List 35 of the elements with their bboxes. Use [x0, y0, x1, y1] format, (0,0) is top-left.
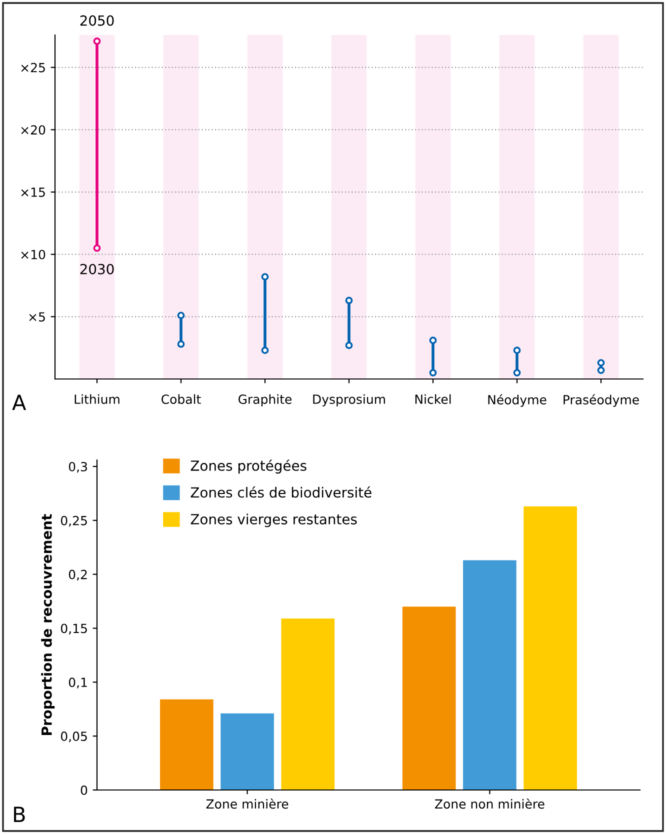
x-tick-label: Dysprosium	[313, 394, 385, 406]
bar	[220, 713, 274, 790]
x-tick-label: Zone non minière	[434, 798, 544, 809]
x-tick-label: Zone minière	[206, 798, 288, 809]
y-tick-label: 0,2	[68, 570, 87, 581]
legend-label: Zones vierges restantes	[190, 514, 357, 528]
x-tick-label: Cobalt	[162, 394, 201, 404]
y-tick-label: ×25	[21, 62, 45, 72]
y-tick-label: 0,25	[60, 516, 87, 527]
y-axis-title: Proportion de recouvrement	[41, 514, 55, 735]
text: B	[14, 806, 25, 822]
y-tick-label: ×10	[21, 250, 46, 260]
y-tick-label: 0,3	[68, 462, 87, 473]
bar	[463, 560, 516, 790]
x-tick-label: Praséodyme	[564, 394, 639, 407]
annotation: 2050	[80, 15, 114, 26]
x-tick-label: Nickel	[415, 394, 451, 404]
legend-label: Zones protégées	[190, 460, 306, 474]
x-tick-label: Néodyme	[488, 394, 546, 407]
y-tick-label: ×20	[21, 125, 46, 135]
y-tick-label: 0,05	[60, 732, 87, 742]
y-tick-label: 0,15	[60, 624, 87, 634]
legend-label: Zones clés de biodiversité	[190, 486, 372, 498]
y-tick-label: ×15	[21, 188, 45, 197]
y-tick-label: ×5	[29, 312, 45, 322]
bar	[281, 618, 335, 790]
y-tick-label: 0	[80, 785, 88, 795]
x-tick-label: Graphite	[238, 394, 292, 406]
bar	[160, 699, 214, 790]
y-tick-label: 0,1	[68, 678, 87, 688]
annotation: 2030	[80, 264, 114, 274]
x-tick-label: Lithium	[74, 394, 120, 404]
bar	[524, 506, 577, 790]
text: A	[12, 394, 26, 410]
bar	[402, 606, 456, 790]
